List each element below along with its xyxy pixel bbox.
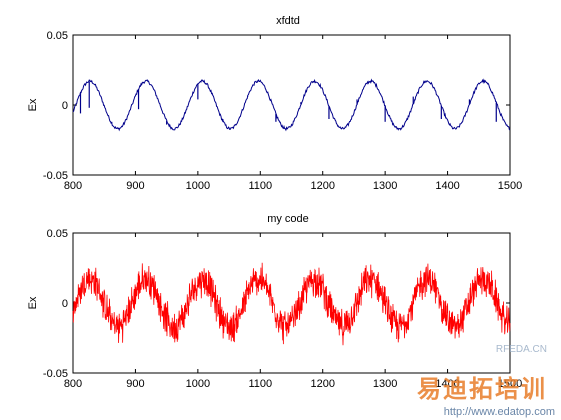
y-tick-label: 0.05 xyxy=(47,228,68,240)
x-tick-label: 1400 xyxy=(435,378,459,390)
x-tick-label: 1500 xyxy=(498,378,522,390)
x-tick-label: 1300 xyxy=(373,378,397,390)
x-tick-label: 1200 xyxy=(310,378,334,390)
x-tick-label: 1500 xyxy=(498,180,522,192)
y-tick-labels: 0.05 0 -0.05 xyxy=(43,228,510,380)
x-tick-label: 1200 xyxy=(310,180,334,192)
x-tick-labels: 800 900 1000 1100 1200 1300 1400 1500 xyxy=(64,35,522,192)
x-tick-label: 800 xyxy=(64,180,82,192)
y-tick-label: 0 xyxy=(62,100,68,112)
x-tick-label: 800 xyxy=(64,378,82,390)
x-tick-label: 900 xyxy=(126,378,144,390)
chart-title: my code xyxy=(267,213,309,225)
x-tick-label: 1300 xyxy=(373,180,397,192)
chart-title: xfdtd xyxy=(276,15,300,27)
x-tick-label: 1000 xyxy=(186,180,210,192)
watermark: RFEDA.CN 易迪拓培训 http://www.edatop.com xyxy=(300,330,561,420)
watermark-brand: 易迪拓培训 xyxy=(417,376,547,403)
y-axis-label: Ex xyxy=(27,98,39,111)
x-tick-label: 1000 xyxy=(186,378,210,390)
subplot-xfdtd: xfdtd Ex 800 900 1000 1100 1200 1300 1400 1500 … xyxy=(27,15,522,192)
series-line xyxy=(72,262,511,346)
y-tick-label: 0.05 xyxy=(47,30,68,42)
x-tick-label: 1100 xyxy=(248,180,272,192)
y-axis-label: Ex xyxy=(27,296,39,309)
x-tick-label: 900 xyxy=(126,180,144,192)
x-tick-label: 1100 xyxy=(248,378,272,390)
watermark-url: http://www.edatop.com xyxy=(443,406,555,418)
y-tick-labels: 0.05 0 -0.05 xyxy=(43,30,510,182)
y-tick-label: -0.05 xyxy=(43,368,68,380)
x-tick-labels: 800 900 1000 1100 1200 1300 1400 1500 xyxy=(64,233,522,390)
x-tick-label: 1400 xyxy=(435,180,459,192)
plot-area xyxy=(72,232,511,374)
series-line xyxy=(72,78,511,132)
y-tick-label: -0.05 xyxy=(43,170,68,182)
y-tick-label: 0 xyxy=(62,298,68,310)
subplot-my-code: my code Ex 800 900 1000 1100 1200 1300 1400 150… xyxy=(27,213,522,390)
series-layer xyxy=(72,262,511,346)
series-layer xyxy=(72,78,511,132)
watermark-rfeda: RFEDA.CN xyxy=(495,344,547,355)
